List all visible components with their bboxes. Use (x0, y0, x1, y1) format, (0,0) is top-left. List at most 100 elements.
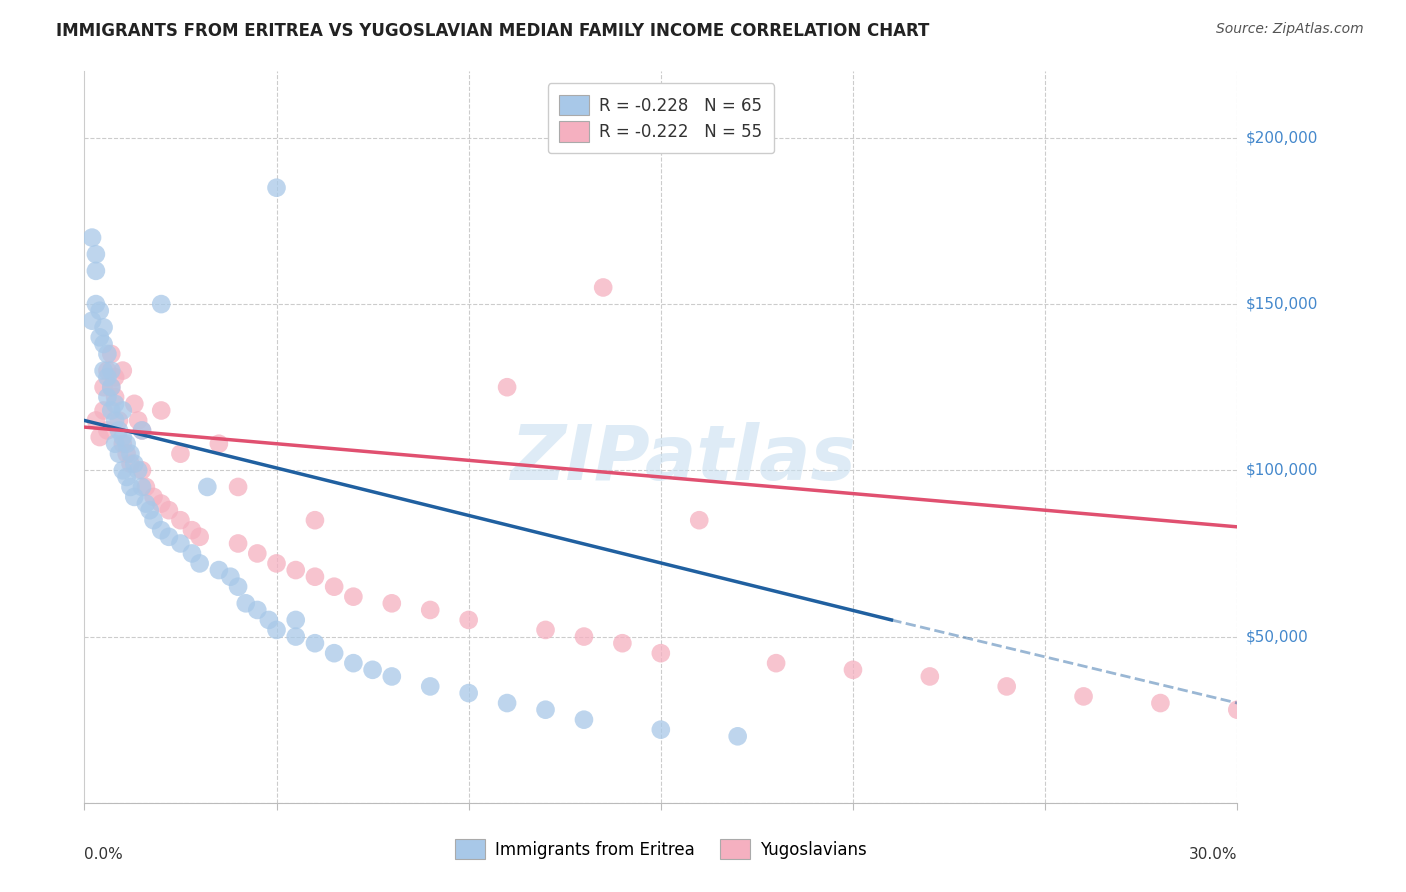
Point (918, 669, 941, 683)
Text: ZIPatlas: ZIPatlas (510, 422, 856, 496)
Point (111, 363, 134, 377)
Point (323, 580, 346, 594)
Point (150, 497, 173, 511)
Point (104, 436, 127, 450)
Point (115, 470, 138, 484)
Point (995, 680, 1018, 694)
Point (592, 280, 614, 294)
Point (195, 480, 218, 494)
Point (150, 403, 173, 417)
Point (419, 680, 441, 694)
Point (304, 570, 326, 584)
Point (246, 546, 269, 560)
Point (93, 320, 115, 334)
Point (80, 230, 103, 244)
Point (93, 363, 115, 377)
Text: $100,000: $100,000 (1246, 463, 1317, 478)
Point (342, 590, 364, 604)
Point (80, 314, 103, 328)
Point (157, 530, 180, 544)
Point (534, 623, 557, 637)
Point (226, 580, 249, 594)
Point (131, 424, 153, 438)
Point (612, 636, 634, 650)
Point (457, 686, 479, 700)
Point (115, 436, 138, 450)
Point (104, 390, 127, 404)
Point (135, 480, 157, 494)
Point (108, 413, 131, 427)
Point (84, 247, 107, 261)
Point (496, 696, 519, 710)
Text: $200,000: $200,000 (1246, 130, 1317, 145)
Point (89, 303, 111, 318)
Point (150, 523, 173, 537)
Point (84, 413, 107, 427)
Point (89, 330, 111, 344)
Point (111, 436, 134, 450)
Point (135, 497, 157, 511)
Point (111, 430, 134, 444)
Point (120, 480, 142, 494)
Point (93, 403, 115, 417)
Point (727, 729, 749, 743)
Point (100, 347, 122, 361)
Point (96, 424, 118, 438)
Point (157, 503, 180, 517)
Point (219, 570, 242, 584)
Point (100, 380, 122, 394)
Point (572, 713, 595, 727)
Point (124, 457, 146, 471)
Point (1073, 690, 1095, 704)
Point (342, 656, 364, 670)
Point (104, 370, 127, 384)
Point (284, 613, 307, 627)
Point (131, 480, 153, 494)
Point (131, 463, 153, 477)
Point (169, 447, 191, 461)
Point (208, 436, 231, 450)
Point (304, 513, 326, 527)
Point (534, 703, 557, 717)
Text: $50,000: $50,000 (1246, 629, 1309, 644)
Point (381, 669, 404, 683)
Text: 0.0%: 0.0% (84, 847, 124, 862)
Text: 30.0%: 30.0% (1189, 847, 1237, 862)
Point (188, 557, 211, 571)
Point (96, 370, 118, 384)
Point (120, 447, 142, 461)
Point (111, 463, 134, 477)
Point (188, 530, 211, 544)
Point (115, 447, 138, 461)
Point (142, 513, 165, 527)
Point (284, 563, 307, 577)
Point (457, 613, 479, 627)
Point (266, 557, 288, 571)
Point (150, 297, 173, 311)
Point (138, 503, 160, 517)
Point (84, 264, 107, 278)
Point (235, 596, 257, 610)
Point (284, 630, 307, 644)
Point (181, 546, 204, 560)
Point (496, 380, 519, 394)
Point (96, 390, 118, 404)
Point (361, 663, 384, 677)
Point (323, 646, 346, 660)
Point (765, 656, 787, 670)
Point (419, 603, 441, 617)
Point (84, 297, 107, 311)
Point (169, 513, 191, 527)
Text: $150,000: $150,000 (1246, 297, 1317, 311)
Point (127, 413, 149, 427)
Point (124, 490, 146, 504)
Point (226, 536, 249, 550)
Text: IMMIGRANTS FROM ERITREA VS YUGOSLAVIAN MEDIAN FAMILY INCOME CORRELATION CHART: IMMIGRANTS FROM ERITREA VS YUGOSLAVIAN M… (56, 22, 929, 40)
Point (1149, 696, 1171, 710)
Point (108, 447, 131, 461)
Point (108, 424, 131, 438)
Point (100, 380, 122, 394)
Point (266, 180, 288, 194)
Point (96, 363, 118, 377)
Point (572, 630, 595, 644)
